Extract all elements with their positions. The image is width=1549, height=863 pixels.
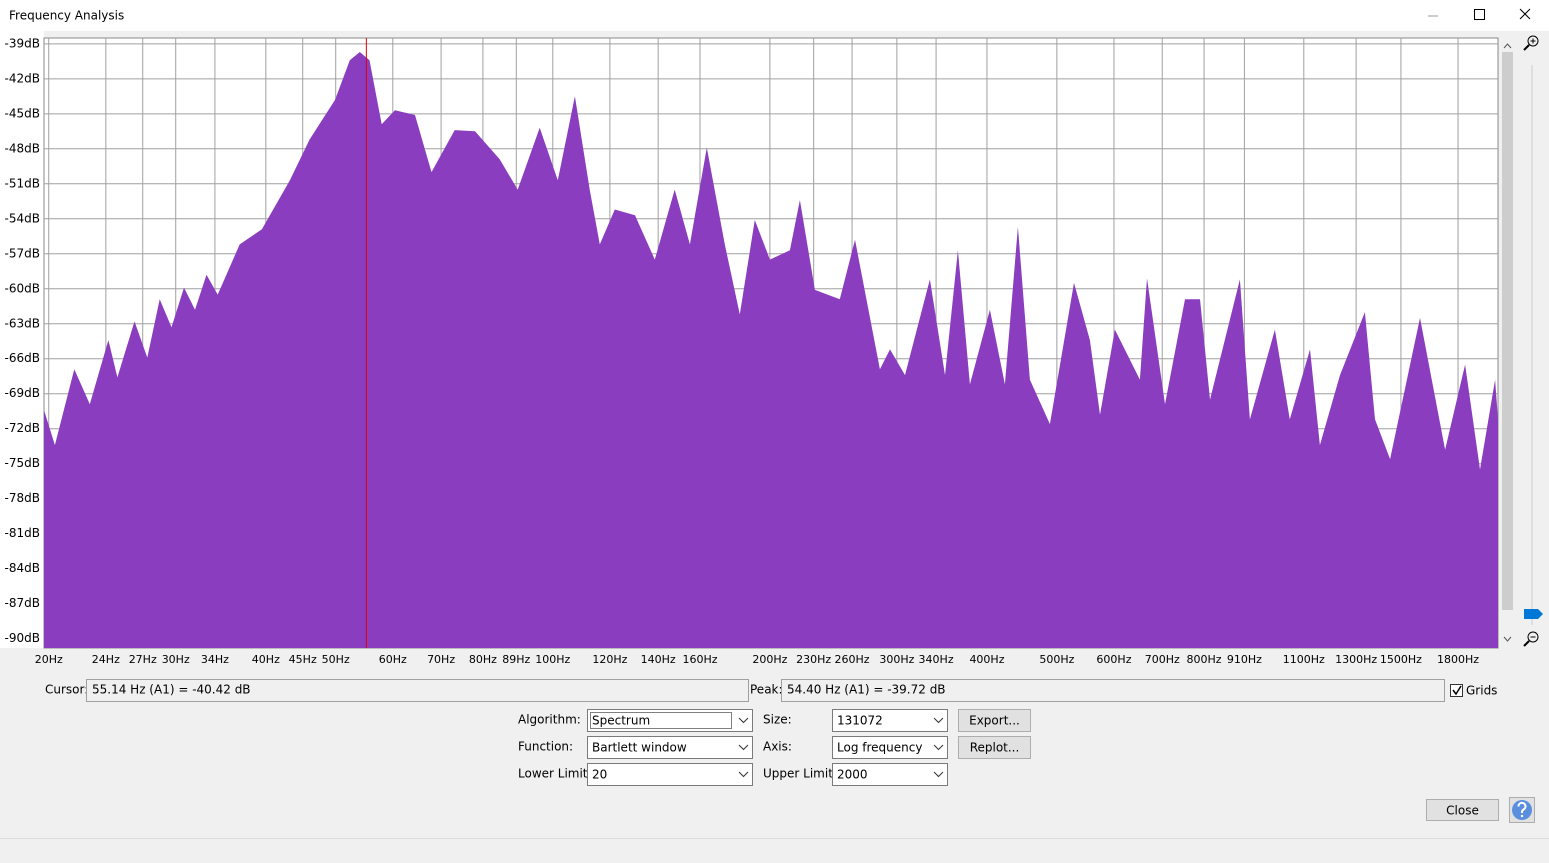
x-tick-label: 910Hz — [1227, 653, 1262, 666]
y-tick-label: -87dB — [5, 596, 40, 610]
x-tick-label: 700Hz — [1145, 653, 1180, 666]
close-button-label[interactable]: Close — [1446, 804, 1479, 818]
axis-labels: -39dB -42dB -45dB -48dB -51dB -54dB -57dB -60dB… — [5, 36, 1480, 666]
x-tick-label: 500Hz — [1039, 653, 1074, 666]
help-button[interactable] — [1509, 797, 1535, 823]
upper-limit-label: Upper Limit: — [763, 767, 837, 781]
y-tick-label: -72dB — [5, 421, 40, 435]
replot-button-label[interactable]: Replot... — [970, 741, 1020, 755]
function-value[interactable]: Bartlett window — [592, 741, 687, 755]
y-tick-label: -54dB — [5, 211, 40, 225]
function-label: Function: — [518, 740, 573, 754]
y-tick-label: -60dB — [5, 281, 40, 295]
grids-check-mark — [1452, 685, 1462, 696]
x-tick-label: 160Hz — [682, 653, 717, 666]
x-tick-label: 230Hz — [796, 653, 831, 666]
x-tick-label: 24Hz — [92, 653, 120, 666]
x-tick-label: 1100Hz — [1283, 653, 1325, 666]
cursor-label: Cursor: — [45, 683, 88, 697]
lower-limit-label: Lower Limit: — [518, 767, 592, 781]
y-tick-label: -39dB — [5, 36, 40, 50]
x-tick-label: 1300Hz — [1335, 653, 1377, 666]
x-tick-label: 400Hz — [969, 653, 1004, 666]
y-tick-label: -84dB — [5, 561, 40, 575]
y-tick-label: -69dB — [5, 386, 40, 400]
y-tick-label: -48dB — [5, 141, 40, 155]
x-tick-label: 100Hz — [535, 653, 570, 666]
y-tick-label: -90dB — [5, 631, 40, 645]
y-tick-label: -45dB — [5, 106, 40, 120]
lower-limit-value[interactable]: 20 — [592, 768, 607, 782]
y-tick-label: -81dB — [5, 526, 40, 540]
export-button-label[interactable]: Export... — [969, 714, 1020, 728]
x-tick-label: 40Hz — [252, 653, 280, 666]
replot-button[interactable] — [958, 736, 1031, 759]
grids-label[interactable]: Grids — [1466, 684, 1497, 698]
peak-readout-box — [781, 679, 1445, 702]
x-tick-label: 260Hz — [835, 653, 870, 666]
axis-label: Axis: — [763, 740, 792, 754]
size-combo[interactable] — [832, 709, 948, 732]
x-tick-label: 70Hz — [427, 653, 455, 666]
x-tick-label: 300Hz — [879, 653, 914, 666]
y-tick-label: -63dB — [5, 316, 40, 330]
zoom-out-icon[interactable] — [1523, 631, 1539, 647]
focus-rect — [590, 712, 732, 729]
combo-arrows — [738, 717, 944, 778]
title-bar — [0, 0, 1549, 31]
zoom-in-icon[interactable] — [1523, 35, 1539, 51]
cursor-readout: 55.14 Hz (A1) = -40.42 dB — [92, 683, 251, 697]
y-tick-label: -78dB — [5, 491, 40, 505]
algorithm-value[interactable]: Spectrum — [592, 714, 650, 728]
y-tick-label: -57dB — [5, 246, 40, 260]
upper-limit-combo[interactable] — [832, 763, 948, 786]
x-tick-label: 60Hz — [379, 653, 407, 666]
x-tick-label: 1800Hz — [1437, 653, 1479, 666]
axis-combo[interactable] — [832, 736, 948, 759]
size-label: Size: — [763, 713, 792, 727]
spectrum-area — [44, 52, 1498, 648]
x-tick-label: 80Hz — [469, 653, 497, 666]
x-tick-label: 89Hz — [502, 653, 530, 666]
peak-readout: 54.40 Hz (A1) = -39.72 dB — [787, 683, 946, 697]
y-axis-panel — [0, 31, 44, 648]
x-tick-label: 27Hz — [129, 653, 157, 666]
cursor-readout-box — [86, 679, 749, 702]
y-tick-label: -66dB — [5, 351, 40, 365]
x-tick-label: 800Hz — [1187, 653, 1222, 666]
x-tick-label: 340Hz — [919, 653, 954, 666]
size-value[interactable]: 131072 — [837, 714, 883, 728]
y-tick-label: -75dB — [5, 456, 40, 470]
x-tick-label: 20Hz — [35, 653, 63, 666]
x-tick-label: 200Hz — [752, 653, 787, 666]
spectrum-layer — [44, 38, 1498, 648]
axis-value[interactable]: Log frequency — [837, 741, 922, 755]
window-title: Frequency Analysis — [9, 9, 124, 23]
upper-limit-value[interactable]: 2000 — [837, 768, 868, 782]
maximize-button[interactable] — [1474, 9, 1485, 20]
algorithm-combo[interactable] — [587, 709, 753, 732]
x-tick-label: 600Hz — [1096, 653, 1131, 666]
close-window-button[interactable] — [1519, 8, 1531, 20]
x-tick-label: 34Hz — [201, 653, 229, 666]
y-tick-label: -51dB — [5, 176, 40, 190]
x-tick-label: 30Hz — [162, 653, 190, 666]
algorithm-label: Algorithm: — [518, 713, 581, 727]
lower-limit-combo[interactable] — [587, 763, 753, 786]
export-button[interactable] — [958, 709, 1031, 732]
x-tick-label: 50Hz — [322, 653, 350, 666]
scroll-down-arrow[interactable] — [1503, 636, 1512, 642]
y-tick-label: -42dB — [5, 71, 40, 85]
x-tick-label: 140Hz — [641, 653, 676, 666]
scroll-up-arrow[interactable] — [1503, 43, 1512, 49]
zoom-slider-thumb[interactable] — [1524, 609, 1543, 619]
function-combo[interactable] — [587, 736, 753, 759]
x-tick-label: 1500Hz — [1380, 653, 1422, 666]
x-tick-label: 45Hz — [289, 653, 317, 666]
scrollbar-thumb[interactable] — [1502, 52, 1513, 610]
close-button[interactable] — [1426, 799, 1499, 821]
x-tick-label: 120Hz — [592, 653, 627, 666]
peak-label: Peak: — [750, 683, 783, 697]
